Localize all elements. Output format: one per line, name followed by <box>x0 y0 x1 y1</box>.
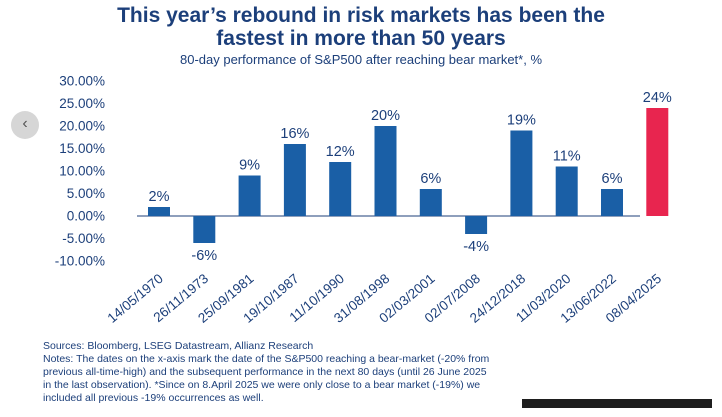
notes-line-3: in the last observation). *Since on 8.Ap… <box>43 379 481 391</box>
bar <box>510 130 533 216</box>
bar <box>238 175 261 216</box>
previous-slide-button[interactable]: ‹ <box>11 111 39 139</box>
data-label: -6% <box>191 248 217 264</box>
bar <box>419 189 442 216</box>
y-tick-label: 0.00% <box>67 209 105 224</box>
data-label: 9% <box>239 158 260 174</box>
data-label: 19% <box>507 113 536 129</box>
data-label: 24% <box>643 90 672 106</box>
notes-line-2: previous all-time-high) and the subseque… <box>43 366 487 378</box>
bar <box>555 166 578 216</box>
data-label: 6% <box>602 171 623 187</box>
bar <box>601 189 623 216</box>
chart-title-line-2: fastest in more than 50 years <box>216 27 506 50</box>
bar-chart: -10.00% -5.00% 0.00% 5.00% 10.00% 15.00% 20.00… <box>55 74 672 326</box>
y-tick-label: 25.00% <box>59 96 105 111</box>
y-tick-label: 30.00% <box>59 74 105 89</box>
chart-subtitle: 80-day performance of S&P500 after reach… <box>179 52 543 67</box>
y-tick-label: -10.00% <box>55 254 105 269</box>
y-tick-label: 20.00% <box>59 119 105 134</box>
data-label: -4% <box>463 239 489 255</box>
sources-line: Sources: Bloomberg, LSEG Datastream, All… <box>43 340 314 352</box>
notes-line-1: Notes: The dates on the x-axis mark the … <box>43 353 490 365</box>
data-label: 11% <box>553 149 581 165</box>
y-tick-label: 10.00% <box>59 164 105 179</box>
bar <box>283 144 306 216</box>
y-tick-label: 5.00% <box>67 186 105 201</box>
data-label: 6% <box>420 171 441 187</box>
notes-block: Sources: Bloomberg, LSEG Datastream, All… <box>43 340 683 405</box>
data-label: 2% <box>149 189 170 205</box>
chevron-left-icon: ‹ <box>22 115 28 132</box>
chart-title-line-1: This year’s rebound in risk markets has … <box>117 4 605 27</box>
y-tick-label: -5.00% <box>62 231 105 246</box>
bar <box>329 162 352 216</box>
data-label: 12% <box>326 144 355 160</box>
bar <box>646 108 669 216</box>
bar <box>148 207 170 216</box>
data-label: 20% <box>371 108 400 124</box>
overlay-bar <box>522 399 712 408</box>
y-tick-label: 15.00% <box>59 141 105 156</box>
notes-line-4: included all previous -19% occurrences a… <box>43 392 264 404</box>
bar <box>193 216 216 243</box>
data-label: 16% <box>280 126 309 142</box>
bar <box>465 216 488 234</box>
bar <box>374 126 397 216</box>
